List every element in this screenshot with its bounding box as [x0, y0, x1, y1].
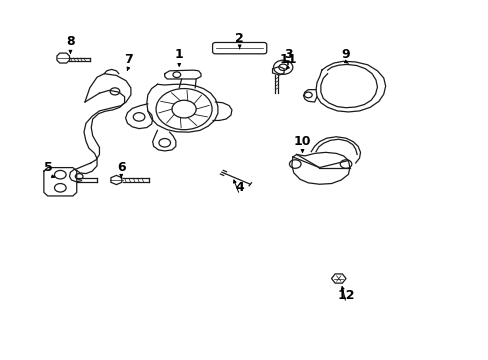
Text: 2: 2 — [235, 32, 244, 45]
Text: 10: 10 — [293, 135, 311, 148]
Text: 12: 12 — [337, 289, 354, 302]
Text: 11: 11 — [279, 53, 296, 66]
Text: 5: 5 — [44, 161, 53, 174]
Text: 6: 6 — [117, 161, 125, 174]
Text: 9: 9 — [341, 48, 349, 61]
Text: 1: 1 — [175, 48, 183, 61]
Text: 4: 4 — [235, 181, 244, 194]
Text: 7: 7 — [124, 53, 133, 66]
Text: 8: 8 — [66, 35, 75, 48]
Text: 3: 3 — [283, 48, 292, 61]
